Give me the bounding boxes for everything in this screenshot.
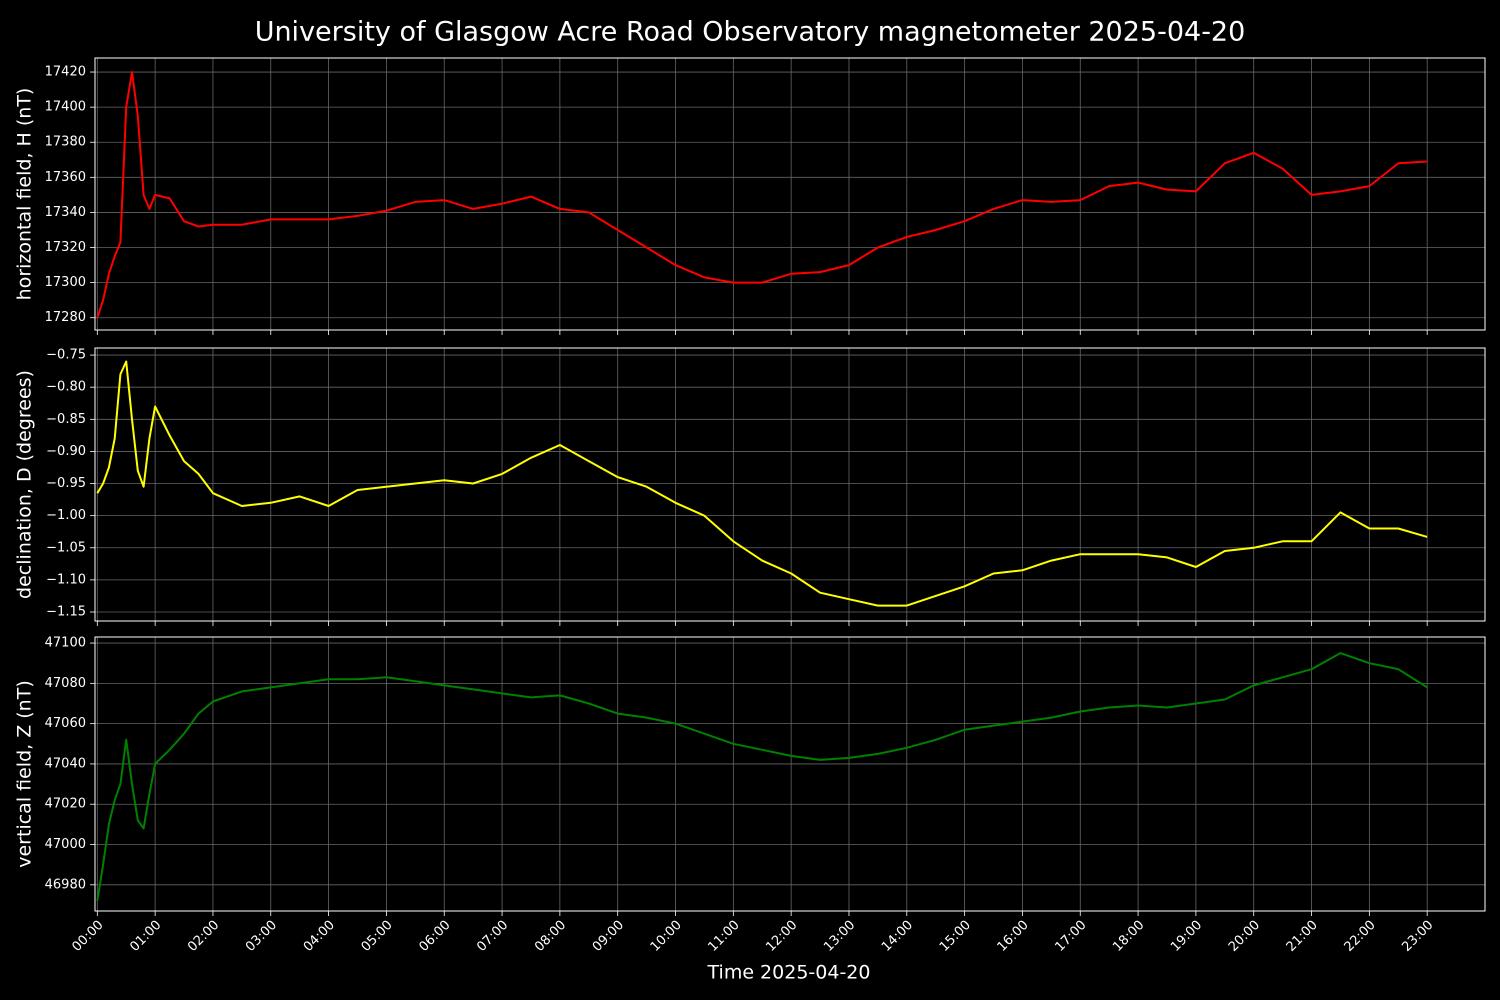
y-tick-label: −1.15 <box>46 605 86 620</box>
y-tick-label: −0.75 <box>46 348 86 363</box>
y-tick-label: 17360 <box>45 170 86 185</box>
y-tick-label: −1.00 <box>46 508 86 523</box>
y-tick-label: 47080 <box>45 676 86 691</box>
y-tick-label: 47000 <box>45 837 86 852</box>
y-tick-label: −0.90 <box>46 444 86 459</box>
plot-frame <box>94 57 1486 331</box>
y-tick-label: 17420 <box>45 65 86 80</box>
y-tick-label: −1.05 <box>46 540 86 555</box>
plot-frame <box>94 347 1486 622</box>
x-axis-label: Time 2025-04-20 <box>707 962 871 984</box>
y-tick-label: 47100 <box>45 636 86 651</box>
y-tick-label: 17320 <box>45 240 86 255</box>
data-line <box>96 71 1428 319</box>
y-tick-label: −0.80 <box>46 380 86 395</box>
y-tick-label: 17300 <box>45 275 86 290</box>
y-axis-label: horizontal field, H (nT) <box>14 88 36 301</box>
y-tick-label: 17340 <box>45 205 86 220</box>
y-axis-label: vertical field, Z (nT) <box>14 680 36 868</box>
y-tick-label: 17280 <box>45 310 86 325</box>
y-tick-label: 47020 <box>45 797 86 812</box>
y-tick-label: 46980 <box>45 877 86 892</box>
data-line <box>96 652 1428 902</box>
y-tick-label: 17400 <box>45 100 86 115</box>
y-tick-label: 47060 <box>45 716 86 731</box>
plot-frame <box>94 636 1486 912</box>
plot-area <box>95 58 1485 330</box>
y-tick-label: −0.95 <box>46 476 86 491</box>
y-tick-label: −0.85 <box>46 412 86 427</box>
figure-title: University of Glasgow Acre Road Observat… <box>255 17 1246 48</box>
data-line <box>96 360 1428 607</box>
y-tick-label: −1.10 <box>46 572 86 587</box>
y-tick-label: 47040 <box>45 756 86 771</box>
y-tick-label: 17380 <box>45 135 86 150</box>
y-axis-label: declination, D (degrees) <box>14 370 36 599</box>
